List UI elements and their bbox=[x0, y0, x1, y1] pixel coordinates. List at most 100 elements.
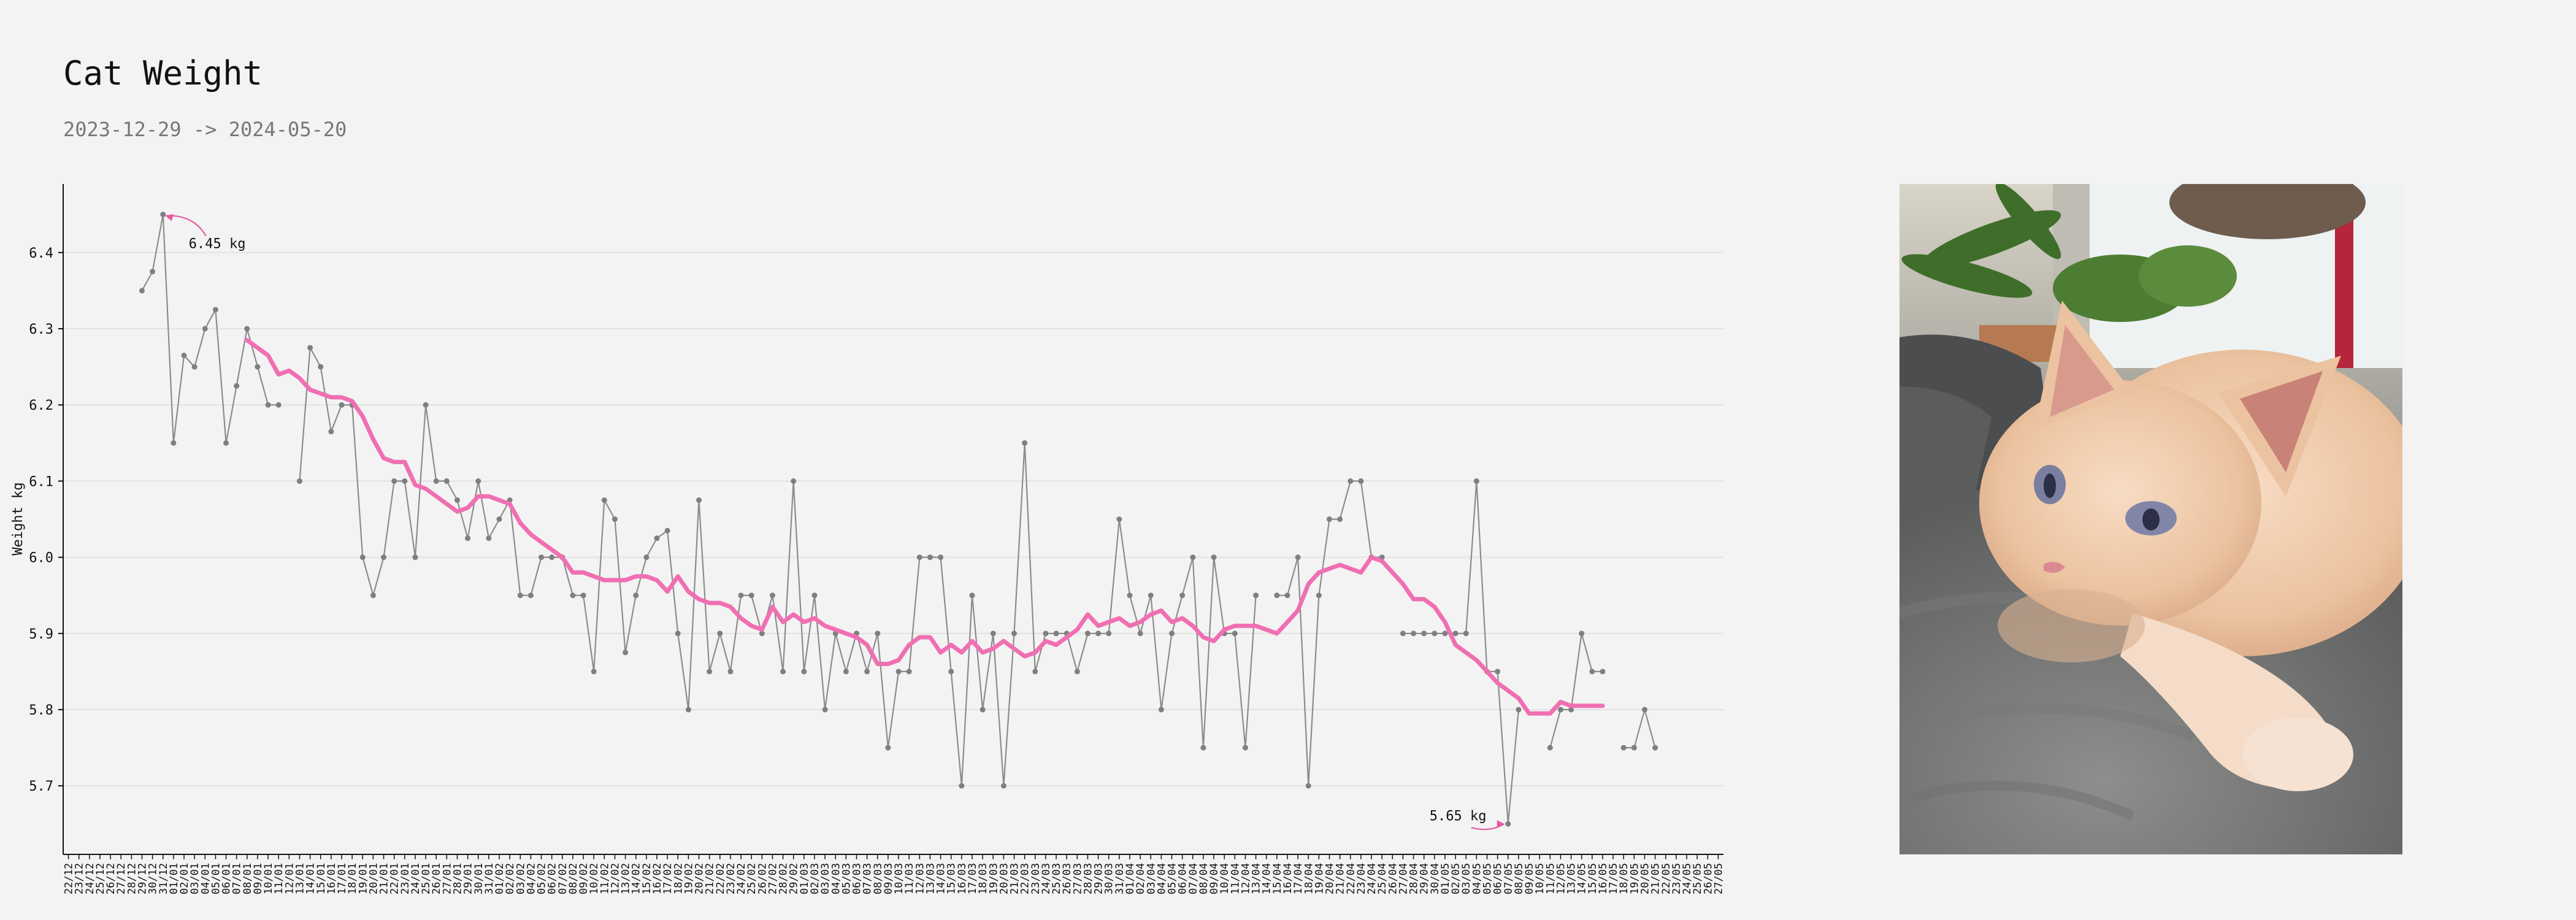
x-tick-label: 19/02 bbox=[683, 863, 695, 894]
raw-data-point bbox=[1579, 631, 1585, 637]
x-tick-label: 16/03 bbox=[956, 863, 968, 894]
x-tick-label: 04/02 bbox=[525, 863, 537, 894]
x-tick-label: 27/03 bbox=[1071, 863, 1084, 894]
raw-data-point bbox=[1032, 669, 1038, 675]
raw-data-point bbox=[738, 592, 744, 599]
raw-data-point bbox=[748, 592, 754, 599]
raw-data-point bbox=[717, 631, 723, 637]
x-tick-label: 11/03 bbox=[903, 863, 916, 894]
page-title: Cat Weight bbox=[63, 54, 263, 93]
y-tick-label: 6.2 bbox=[29, 398, 53, 413]
x-tick-label: 14/01 bbox=[305, 863, 317, 894]
annotation-layer: 6.45 kg 5.65 kg bbox=[165, 213, 1505, 830]
x-tick-label: 08/03 bbox=[872, 863, 884, 894]
x-tick-label: 31/01 bbox=[483, 863, 496, 894]
x-tick-label: 16/02 bbox=[651, 863, 664, 894]
x-tick-label: 06/05 bbox=[1492, 863, 1505, 894]
x-tick-label: 18/01 bbox=[347, 863, 359, 894]
raw-series-layer bbox=[139, 212, 1658, 827]
x-tick-label: 28/02 bbox=[778, 863, 790, 894]
x-tick-label: 06/03 bbox=[851, 863, 864, 894]
x-tick-label: 18/05 bbox=[1618, 863, 1630, 894]
x-tick-label: 23/05 bbox=[1671, 863, 1683, 894]
x-tick-label: 29/04 bbox=[1419, 863, 1431, 894]
raw-data-point bbox=[927, 554, 933, 561]
x-tick-label: 27/02 bbox=[767, 863, 779, 894]
raw-data-point bbox=[1327, 516, 1333, 522]
x-tick-label: 01/03 bbox=[799, 863, 811, 894]
raw-data-point bbox=[969, 592, 975, 599]
x-tick-label: 05/05 bbox=[1482, 863, 1494, 894]
raw-data-point bbox=[296, 478, 302, 484]
x-tick-label: 03/03 bbox=[819, 863, 832, 894]
raw-data-point bbox=[611, 516, 618, 522]
x-tick-label: 22/01 bbox=[389, 863, 401, 894]
raw-data-point bbox=[496, 516, 502, 522]
x-tick-label: 03/01 bbox=[189, 863, 201, 894]
raw-data-point bbox=[527, 592, 534, 599]
raw-data-point bbox=[948, 669, 954, 675]
raw-data-point bbox=[1358, 478, 1364, 484]
raw-data-point bbox=[275, 402, 282, 408]
x-tick-label: 17/05 bbox=[1608, 863, 1620, 894]
raw-data-point bbox=[1242, 745, 1248, 751]
x-tick-label: 18/02 bbox=[672, 863, 684, 894]
x-tick-label: 13/04 bbox=[1251, 863, 1263, 894]
raw-data-point bbox=[1568, 707, 1574, 713]
x-tick-label: 18/04 bbox=[1303, 863, 1315, 894]
raw-data-point bbox=[1505, 821, 1511, 827]
y-tick-label: 5.7 bbox=[29, 779, 53, 794]
x-tick-label: 15/05 bbox=[1587, 863, 1599, 894]
x-tick-label: 24/02 bbox=[735, 863, 748, 894]
raw-data-point bbox=[916, 554, 922, 561]
x-tick-label: 24/03 bbox=[1040, 863, 1052, 894]
x-tick-label: 09/04 bbox=[1208, 863, 1221, 894]
x-tick-label: 21/04 bbox=[1335, 863, 1347, 894]
y-axis-label: Weight kg bbox=[10, 482, 26, 555]
raw-data-point bbox=[1620, 745, 1627, 751]
x-tick-label: 15/02 bbox=[641, 863, 653, 894]
x-tick-label: 19/01 bbox=[357, 863, 369, 894]
raw-series-line bbox=[1402, 480, 1519, 825]
annotation-arrowhead bbox=[165, 213, 174, 221]
raw-data-point bbox=[591, 669, 597, 675]
x-tick-label: 02/01 bbox=[178, 863, 191, 894]
raw-data-point bbox=[359, 554, 366, 561]
raw-data-point bbox=[234, 383, 240, 389]
raw-data-point bbox=[1053, 631, 1059, 637]
x-tick-label: 06/04 bbox=[1177, 863, 1189, 894]
x-tick-label: 28/12 bbox=[126, 863, 138, 894]
raw-data-point bbox=[1084, 631, 1091, 637]
raw-data-point bbox=[1600, 669, 1606, 675]
raw-data-point bbox=[381, 554, 387, 561]
raw-data-point bbox=[443, 478, 450, 484]
x-tick-label: 11/01 bbox=[273, 863, 285, 894]
x-tick-label: 29/03 bbox=[1093, 863, 1105, 894]
raw-data-point bbox=[979, 707, 986, 713]
smoothed-series-layer bbox=[245, 338, 1605, 716]
raw-data-point bbox=[1463, 631, 1469, 637]
x-tick-label: 23/12 bbox=[74, 863, 86, 894]
raw-data-point bbox=[318, 364, 324, 370]
raw-data-point bbox=[1432, 631, 1438, 637]
x-tick-label: 20/02 bbox=[694, 863, 706, 894]
x-tick-label: 19/04 bbox=[1313, 863, 1325, 894]
x-tick-label: 23/01 bbox=[399, 863, 412, 894]
x-tick-label: 30/03 bbox=[1103, 863, 1116, 894]
x-tick-label: 15/03 bbox=[946, 863, 958, 894]
x-tick-label: 03/04 bbox=[1145, 863, 1157, 894]
raw-data-point bbox=[1284, 592, 1290, 599]
x-tick-label: 24/12 bbox=[84, 863, 96, 894]
x-tick-label: 01/01 bbox=[168, 863, 180, 894]
raw-data-point bbox=[402, 478, 408, 484]
cat-photo-icon bbox=[1899, 184, 2402, 854]
x-tick-label: 07/01 bbox=[231, 863, 243, 894]
raw-data-point bbox=[423, 402, 429, 408]
x-tick-label: 05/04 bbox=[1167, 863, 1179, 894]
raw-data-point bbox=[1106, 631, 1112, 637]
raw-data-point bbox=[307, 345, 313, 351]
x-tick-label: 25/05 bbox=[1692, 863, 1704, 894]
raw-data-point bbox=[1411, 631, 1417, 637]
x-tick-label: 22/02 bbox=[715, 863, 727, 894]
x-tick-label: 22/03 bbox=[1019, 863, 1032, 894]
